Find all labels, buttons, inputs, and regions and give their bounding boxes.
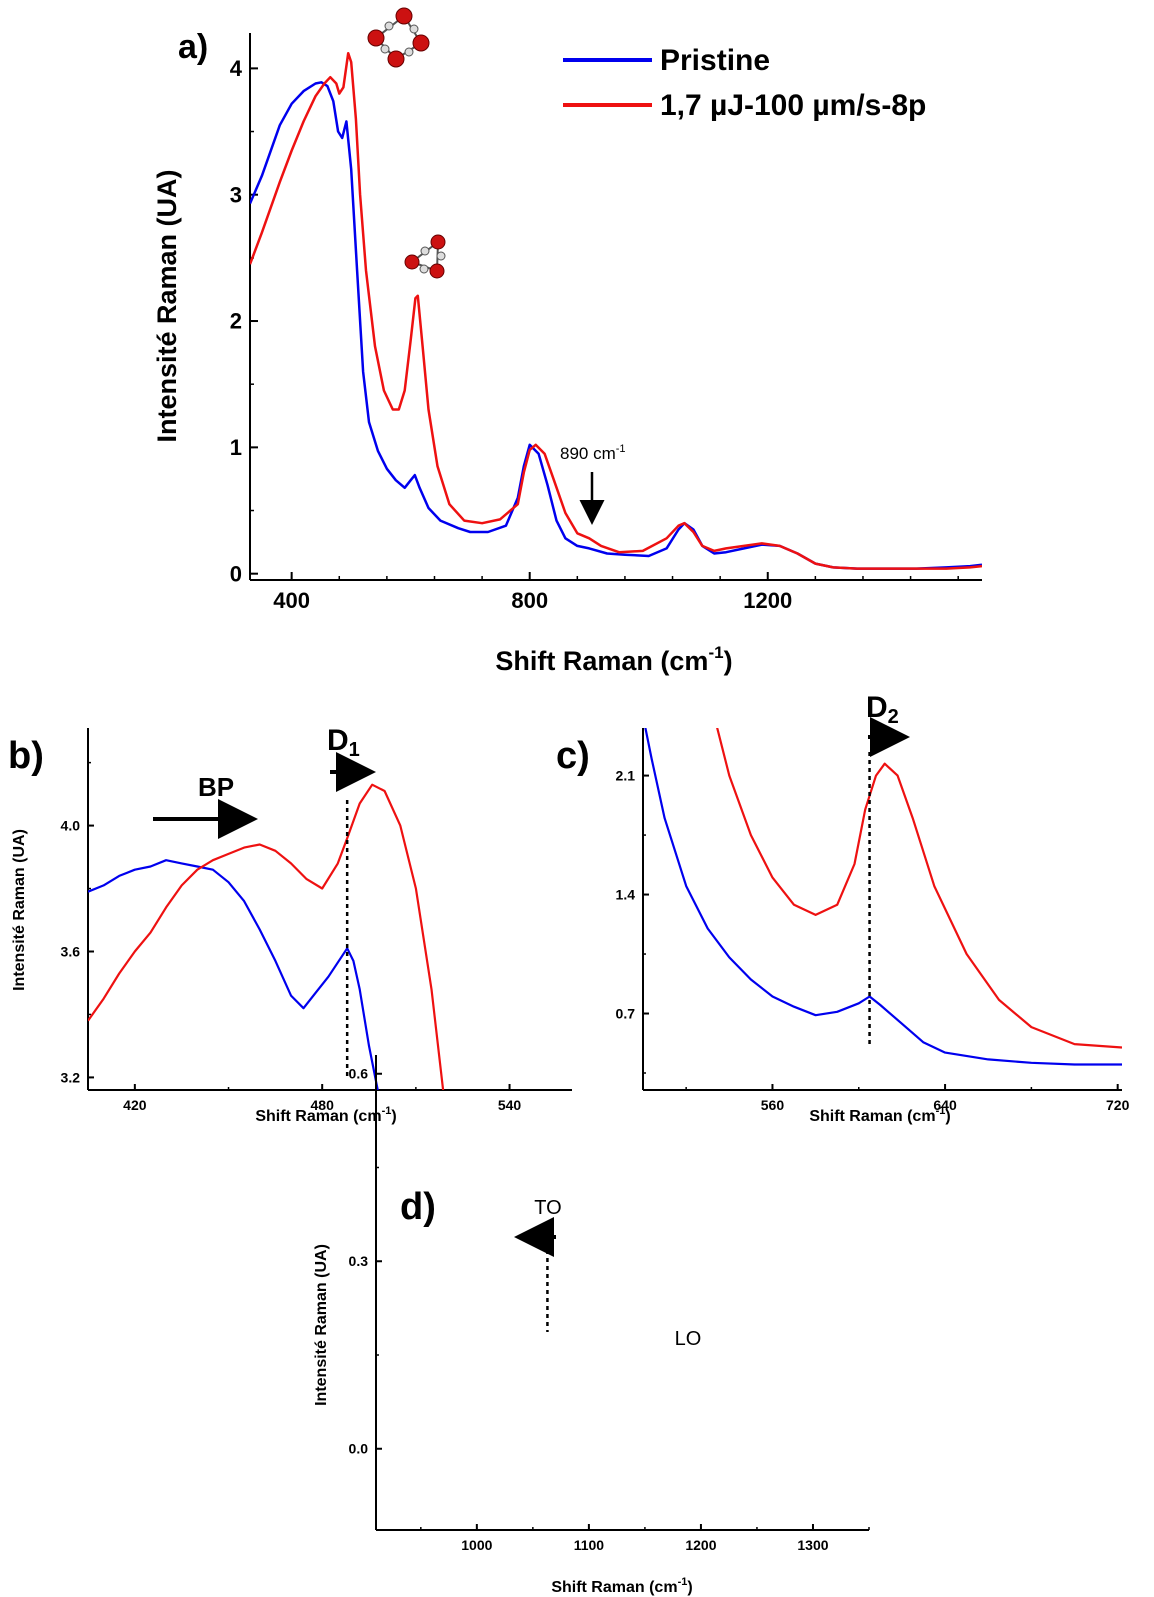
panel-d-xlabel: Shift Raman (cm-1) xyxy=(551,1576,692,1596)
panel-d-label: d) xyxy=(400,1186,436,1228)
x-tick-label: 540 xyxy=(498,1097,522,1113)
panel-b: b) 420 480 540 3.2 3.6 4.0 Intensité Raman (U… xyxy=(8,724,572,1125)
y-tick-label: 3.2 xyxy=(61,1069,81,1085)
d2-label: D2 xyxy=(866,691,899,728)
ring-3-member-icon xyxy=(404,234,446,279)
y-tick-label: 0.0 xyxy=(349,1441,369,1457)
panel-c-series-pristine xyxy=(644,728,1122,1066)
y-tick-label: 1.4 xyxy=(616,886,636,902)
legend-label-irradiated: 1,7 µJ-100 µm/s-8p xyxy=(660,89,926,122)
y-tick-label: 3 xyxy=(230,182,242,207)
panel-a-label: a) xyxy=(178,28,208,66)
panel-d-lines xyxy=(376,1186,869,1430)
x-tick-label: 800 xyxy=(511,588,548,613)
panel-a-xlabel: Shift Raman (cm-1) xyxy=(495,643,732,676)
x-tick-label: 400 xyxy=(273,588,310,613)
y-tick-label: 0.6 xyxy=(349,1066,369,1082)
panel-c-axes: 560 640 720 0.7 1.4 2.1 xyxy=(616,728,1130,1113)
y-tick-label: 0.3 xyxy=(349,1253,369,1269)
x-tick-label: 1300 xyxy=(797,1537,828,1553)
x-tick-label: 480 xyxy=(311,1097,335,1113)
panel-d-series-irradiated xyxy=(376,1186,869,1430)
to-label: TO xyxy=(534,1197,561,1219)
y-tick-label: 4 xyxy=(230,56,243,81)
x-tick-label: 1200 xyxy=(743,588,792,613)
y-tick-label: 2 xyxy=(230,309,242,334)
annotation-890-label: 890 cm-1 xyxy=(560,443,626,463)
panel-c-series-irradiated xyxy=(716,728,1122,1049)
panel-c-label: c) xyxy=(556,735,590,777)
y-tick-label: 3.6 xyxy=(61,943,81,959)
x-tick-label: 720 xyxy=(1106,1097,1130,1113)
panel-d: d) 1000 1100 1200 1300 0.0 0.3 0.6 Intensité R… xyxy=(313,1055,870,1596)
x-tick-label: 420 xyxy=(123,1097,147,1113)
legend-label-pristine: Pristine xyxy=(660,44,770,77)
panel-c: c) 560 640 720 0.7 1.4 2.1 Shift Raman (cm-1)… xyxy=(556,691,1130,1125)
panel-b-label: b) xyxy=(8,735,44,777)
panel-a-series-irradiated xyxy=(250,51,982,570)
panel-b-axes: 420 480 540 3.2 3.6 4.0 xyxy=(61,728,572,1113)
x-tick-label: 1200 xyxy=(685,1537,716,1553)
x-tick-label: 640 xyxy=(933,1097,957,1113)
panel-a-ylabel: Intensité Raman (UA) xyxy=(152,169,182,442)
y-tick-label: 1 xyxy=(230,435,242,460)
y-tick-label: 0 xyxy=(230,561,242,586)
panel-d-series-pristine xyxy=(376,1199,869,1424)
y-tick-label: 2.1 xyxy=(616,767,636,783)
y-tick-label: 4.0 xyxy=(61,817,81,833)
panel-b-ylabel: Intensité Raman (UA) xyxy=(11,829,28,991)
panel-b-series-pristine xyxy=(88,859,379,1090)
x-tick-label: 560 xyxy=(761,1097,785,1113)
panel-a-axes: 400 800 1200 0 1 2 3 4 xyxy=(230,33,982,613)
panel-a-series-pristine xyxy=(250,81,982,570)
panel-d-ylabel: Intensité Raman (UA) xyxy=(313,1244,330,1406)
ring-4-member-icon xyxy=(367,7,430,68)
x-tick-label: 1100 xyxy=(574,1537,605,1553)
lo-label: LO xyxy=(675,1328,702,1350)
y-tick-label: 0.7 xyxy=(616,1005,636,1021)
bp-label: BP xyxy=(198,772,234,802)
x-tick-label: 1000 xyxy=(461,1537,492,1553)
panel-c-lines xyxy=(644,728,1122,1066)
panel-a-lines xyxy=(250,51,982,570)
panel-b-lines xyxy=(88,783,445,1090)
panel-c-xlabel: Shift Raman (cm-1) xyxy=(809,1105,950,1125)
panel-a-legend: Pristine 1,7 µJ-100 µm/s-8p xyxy=(563,44,926,122)
panel-b-xlabel: Shift Raman (cm-1) xyxy=(255,1105,396,1125)
annotation-890: 890 cm-1 xyxy=(560,443,626,525)
panel-d-axes: 1000 1100 1200 1300 0.0 0.3 0.6 xyxy=(349,1055,870,1553)
d1-label: D1 xyxy=(327,724,360,761)
panel-b-series-irradiated xyxy=(88,783,445,1090)
